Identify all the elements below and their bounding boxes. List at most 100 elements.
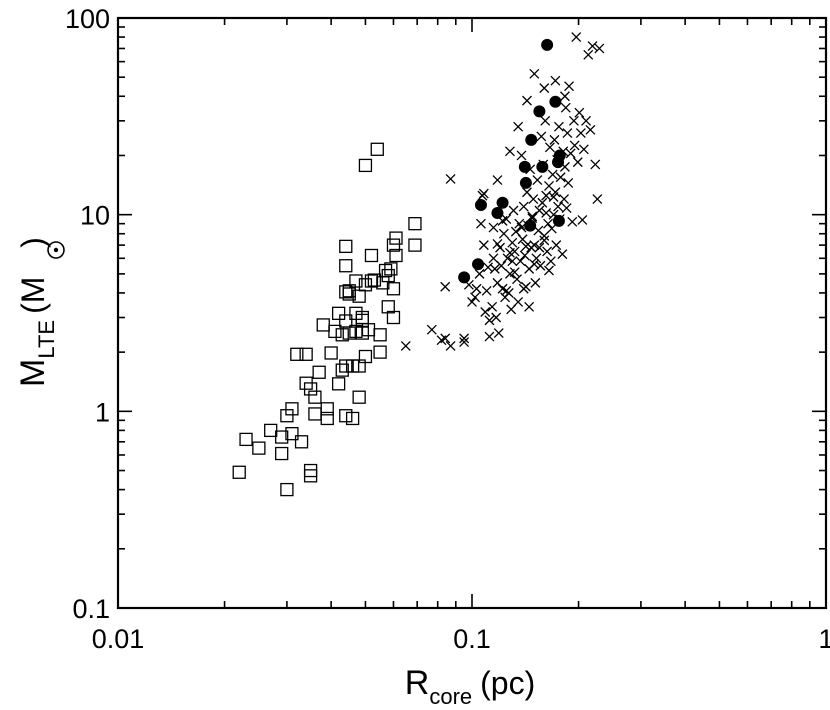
y-tick-label: 100	[65, 4, 110, 34]
series-x	[400, 32, 605, 351]
y-tick-label: 10	[80, 201, 110, 231]
square-point	[320, 411, 334, 426]
square-point	[232, 465, 246, 479]
cross-point	[496, 260, 507, 271]
x-axis-title-sub: core	[429, 684, 472, 709]
series-open-square	[232, 142, 422, 497]
cross-point	[572, 157, 583, 168]
square-point	[324, 346, 338, 360]
y-tick-label: 0.1	[72, 594, 110, 624]
filled-circle-point	[518, 160, 531, 173]
square-point	[358, 158, 373, 173]
cross-point	[594, 43, 605, 54]
cross-point	[568, 115, 579, 126]
cross-point	[549, 134, 560, 145]
square-point	[275, 430, 289, 444]
cross-point	[553, 121, 564, 132]
cross-point	[493, 328, 504, 339]
square-point	[280, 482, 294, 497]
square-point	[358, 349, 373, 364]
square-point	[252, 441, 266, 455]
cross-point	[507, 256, 518, 267]
cross-point	[545, 256, 556, 267]
cross-point	[522, 95, 532, 106]
cross-point	[492, 238, 503, 249]
cross-point	[488, 253, 499, 264]
square-point	[386, 238, 401, 252]
cross-point	[520, 241, 531, 252]
cross-point	[548, 192, 559, 202]
cross-point	[585, 124, 596, 135]
cross-point	[550, 75, 561, 86]
cross-point	[513, 121, 524, 132]
x-tick-label: 0.1	[453, 624, 491, 654]
filled-circle-point	[474, 198, 487, 211]
cross-point	[544, 142, 555, 153]
cross-point	[518, 201, 529, 212]
square-point	[381, 300, 395, 314]
cross-point	[516, 150, 527, 161]
filled-circle-point	[541, 38, 554, 51]
square-point	[285, 402, 299, 416]
square-point	[352, 390, 366, 404]
plot-area	[116, 16, 828, 610]
cross-point	[508, 205, 519, 216]
axis-ticks	[117, 18, 826, 609]
cross-point	[539, 235, 550, 246]
cross-point	[535, 260, 546, 271]
cross-point	[539, 83, 550, 94]
cross-point	[445, 173, 456, 184]
cross-point	[564, 81, 575, 92]
square-point	[389, 231, 403, 245]
y-tick-label: 1	[95, 397, 110, 427]
cross-point	[509, 267, 520, 278]
filled-circle-point	[536, 160, 549, 173]
square-point	[290, 347, 304, 361]
cross-point	[501, 285, 512, 296]
square-point	[339, 239, 353, 254]
cross-point	[478, 240, 489, 251]
y-axis-title-sub: LTE	[34, 320, 59, 359]
data-marks	[232, 32, 605, 497]
cross-point	[400, 340, 411, 351]
cross-point	[445, 340, 456, 351]
cross-point	[542, 246, 553, 257]
filled-circle-point	[525, 133, 538, 146]
filled-circle-point	[549, 95, 562, 108]
cross-point	[478, 188, 489, 199]
cross-point	[569, 140, 580, 151]
cross-point	[561, 203, 572, 214]
sun-symbol-icon	[47, 241, 65, 259]
cross-point	[559, 91, 570, 102]
cross-point	[481, 285, 492, 296]
cross-point	[551, 240, 562, 251]
square-point	[320, 402, 334, 416]
cross-point	[577, 214, 588, 225]
square-point	[408, 238, 422, 252]
cross-point	[543, 218, 554, 229]
square-point	[373, 328, 387, 342]
square-point	[280, 409, 294, 423]
plot-frame	[116, 16, 828, 610]
cross-point	[578, 144, 589, 155]
cross-point	[575, 128, 586, 139]
cross-point	[536, 131, 547, 142]
cross-point	[555, 172, 566, 183]
y-axis-title-unit-close: )	[15, 237, 51, 248]
cross-point	[480, 307, 491, 317]
cross-point	[459, 333, 470, 344]
x-axis-title: Rcore (pc)	[405, 664, 535, 709]
cross-point	[563, 177, 574, 188]
filled-circle-point	[553, 149, 566, 162]
cross-point	[517, 234, 528, 245]
cross-point	[567, 216, 578, 227]
cross-point	[484, 331, 495, 342]
cross-point	[524, 301, 535, 312]
cross-point	[484, 315, 495, 326]
square-point	[303, 463, 318, 478]
square-point	[335, 363, 349, 377]
square-point	[308, 390, 322, 404]
filled-circle-point	[472, 258, 485, 271]
cross-point	[529, 68, 540, 79]
